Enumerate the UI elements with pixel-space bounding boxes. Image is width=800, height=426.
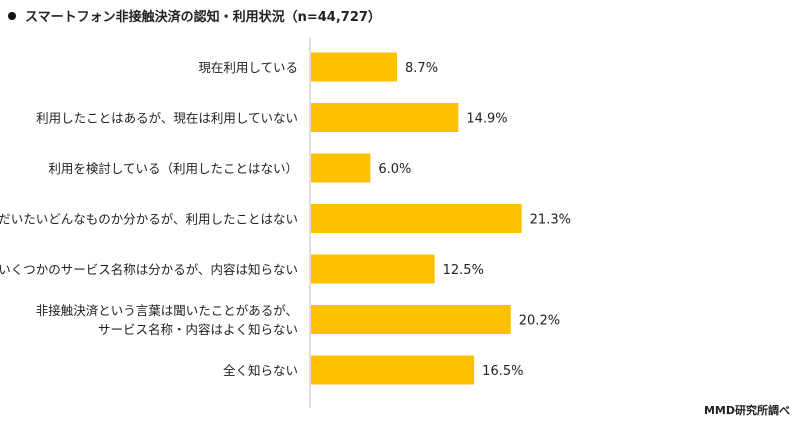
chart-title-block: スマートフォン非接触決済の認知・利用状況（n=44,727） [8, 6, 381, 25]
value-label-4: 12.5% [443, 263, 484, 278]
bar-2 [311, 153, 371, 183]
value-label-1: 14.9% [466, 112, 507, 127]
value-label-5: 20.2% [519, 314, 560, 329]
category-label-5-line-1: サービス名称・内容はよく知らない [98, 322, 298, 337]
bar-0 [311, 52, 398, 82]
value-label-3: 21.3% [530, 213, 571, 228]
category-label-4: いくつかのサービス名称は分かるが、内容は知らない [0, 262, 298, 277]
category-label-5-line-0: 非接触決済という言葉は聞いたことがあるが、 [36, 303, 298, 318]
bar-1 [311, 103, 459, 132]
chart-title: スマートフォン非接触決済の認知・利用状況（n=44,727） [25, 10, 381, 25]
bar-3 [311, 204, 522, 233]
category-label-6: 全く知らない [223, 363, 298, 378]
bar-4 [311, 254, 435, 284]
bar-5 [311, 305, 511, 334]
category-label-2: 利用を検討している（利用したことはない） [48, 161, 298, 176]
source-credit: MMD研究所調べ [703, 404, 790, 417]
category-label-3: だいたいどんなものか分かるが、利用したことはない [0, 212, 298, 227]
bullet-icon [8, 11, 16, 20]
value-label-0: 8.7% [405, 61, 438, 76]
value-label-6: 16.5% [482, 364, 523, 379]
category-label-1: 利用したことはあるが、現在は利用していない [36, 111, 298, 126]
bar-6 [311, 355, 475, 385]
value-label-2: 6.0% [378, 162, 411, 177]
category-label-0: 現在利用している [198, 60, 298, 75]
